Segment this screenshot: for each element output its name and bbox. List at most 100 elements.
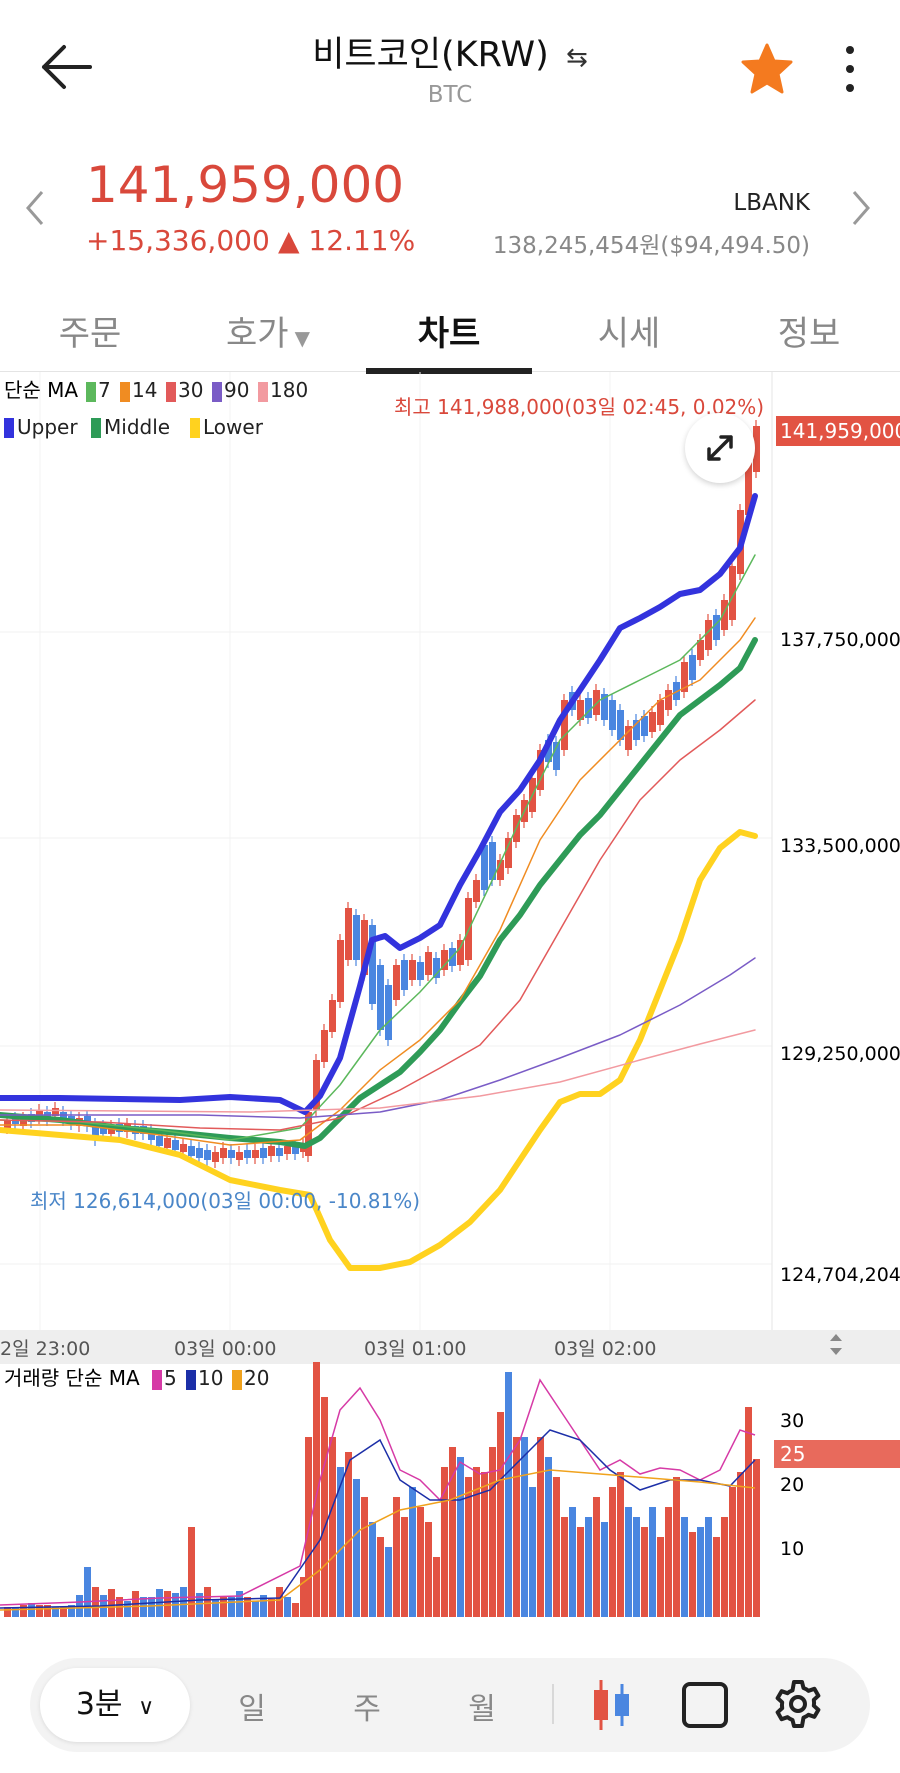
candle-body [625, 726, 632, 750]
tab-info[interactable]: 정보 [777, 314, 841, 354]
chevron-down-icon: ∨ [138, 1695, 155, 1720]
ma-swatch [120, 382, 130, 402]
candle-body [228, 1150, 235, 1158]
volume-bar [329, 1437, 336, 1617]
timeframe-month[interactable]: 월 [468, 1692, 496, 1727]
swap-icon[interactable]: ⇆ [565, 43, 588, 73]
volume-bar [729, 1487, 736, 1617]
candle-body [260, 1148, 267, 1158]
volume-bar [124, 1601, 131, 1617]
timeframe-select[interactable]: 3분 ∨ [40, 1668, 190, 1742]
back-arrow-icon[interactable] [38, 42, 94, 92]
price-change: +15,336,000 [86, 224, 270, 257]
volume-bar [745, 1407, 752, 1617]
volume-bar [713, 1537, 720, 1617]
ma-swatch [212, 382, 222, 402]
candle-body [489, 842, 496, 880]
volume-ma-label: 5 [164, 1366, 177, 1390]
favorite-star-icon[interactable] [740, 42, 794, 96]
volume-tick: 20 [780, 1474, 804, 1496]
bb-swatch [91, 418, 101, 438]
candle-body [689, 655, 696, 680]
tab-chart[interactable]: 차트 [417, 314, 481, 354]
volume-bar [385, 1547, 392, 1617]
volume-bar [673, 1477, 680, 1617]
volume-bar [513, 1437, 520, 1617]
candle-body [377, 965, 384, 1030]
volume-bar [465, 1477, 472, 1617]
prev-chevron-icon[interactable] [24, 188, 46, 228]
volume-bar [276, 1587, 283, 1617]
volume-bar [657, 1537, 664, 1617]
volume-bar [681, 1517, 688, 1617]
low-price-note: 최저 126,614,000(03일 00:00, -10.81%) [30, 1189, 420, 1213]
candle-body [425, 952, 432, 975]
volume-bar [753, 1459, 760, 1617]
volume-bar [180, 1587, 187, 1617]
volume-bar [20, 1605, 27, 1617]
y-tick: 137,750,000 [780, 629, 900, 651]
tab-order[interactable]: 주문 [58, 314, 122, 354]
candle-body [268, 1146, 275, 1156]
candle-body [236, 1152, 243, 1160]
bb-swatch [4, 418, 14, 438]
volume-ma-swatch [152, 1370, 162, 1390]
candle-body [60, 1112, 67, 1120]
expand-icon [707, 435, 733, 461]
volume-bar [545, 1457, 552, 1617]
candle-body [20, 1118, 27, 1126]
volume-ma-swatch [186, 1370, 196, 1390]
coin-title[interactable]: 비트코인(KRW) ⇆ [312, 35, 588, 75]
current-price-tag-text: 141,959,000 [780, 419, 900, 443]
candle-body [156, 1136, 163, 1146]
more-menu-icon[interactable] [840, 44, 860, 94]
candle-body [180, 1144, 187, 1152]
next-chevron-icon[interactable] [850, 188, 872, 228]
volume-bar [345, 1452, 352, 1617]
volume-bar [561, 1517, 568, 1617]
tab-orderbook[interactable]: 호가 ▼ [226, 314, 310, 354]
expand-chart-button[interactable] [685, 413, 755, 483]
volume-bar [321, 1397, 328, 1617]
volume-bar [337, 1467, 344, 1617]
candle-body [665, 690, 672, 710]
candle-body [244, 1150, 251, 1158]
settings-gear-icon[interactable] [772, 1678, 824, 1730]
volume-bar [164, 1591, 171, 1617]
indicator-line [0, 554, 756, 1141]
volume-tick: 10 [780, 1538, 804, 1560]
drawing-tool-icon[interactable] [680, 1680, 730, 1730]
volume-bar [425, 1522, 432, 1617]
candle-body [417, 962, 424, 980]
volume-bar [28, 1603, 35, 1617]
volume-bar [68, 1605, 75, 1617]
volume-bar [12, 1607, 19, 1617]
bb-label: Lower [203, 415, 264, 439]
candle-body [369, 925, 376, 1004]
volume-bar [489, 1447, 496, 1617]
tab-quotes[interactable]: 시세 [597, 314, 661, 354]
candle-body [393, 965, 400, 1000]
volume-bar [252, 1601, 259, 1617]
y-tick: 133,500,000 [780, 835, 900, 857]
volume-legend-label: 거래량 단순 MA [4, 1366, 140, 1390]
tab-bar: 주문 호가 ▼ 차트 시세 정보 [0, 292, 900, 372]
ma-swatch [258, 382, 268, 402]
candle-body [433, 958, 440, 978]
price-chart[interactable]: 단순 MA 7 14 30 90 180 Upper Middle Lower 최고 141… [0, 372, 900, 1632]
current-price: 141,959,000 [86, 156, 405, 214]
candlestick-type-icon[interactable] [586, 1676, 636, 1734]
volume-ma-line [0, 1469, 756, 1611]
timeframe-day[interactable]: 일 [238, 1692, 266, 1727]
candle-body [537, 750, 544, 790]
volume-bar [633, 1517, 640, 1617]
candle-body [284, 1146, 291, 1154]
timeframe-week[interactable]: 주 [353, 1692, 381, 1727]
exchange-name[interactable]: LBANK [733, 190, 810, 216]
volume-bar [260, 1595, 267, 1617]
axis-resize-icon[interactable] [830, 1334, 842, 1355]
candle-body [401, 960, 408, 990]
x-tick: 03일 01:00 [364, 1338, 466, 1360]
x-tick: 03일 02:00 [554, 1338, 656, 1360]
volume-ma-line [0, 1429, 756, 1609]
